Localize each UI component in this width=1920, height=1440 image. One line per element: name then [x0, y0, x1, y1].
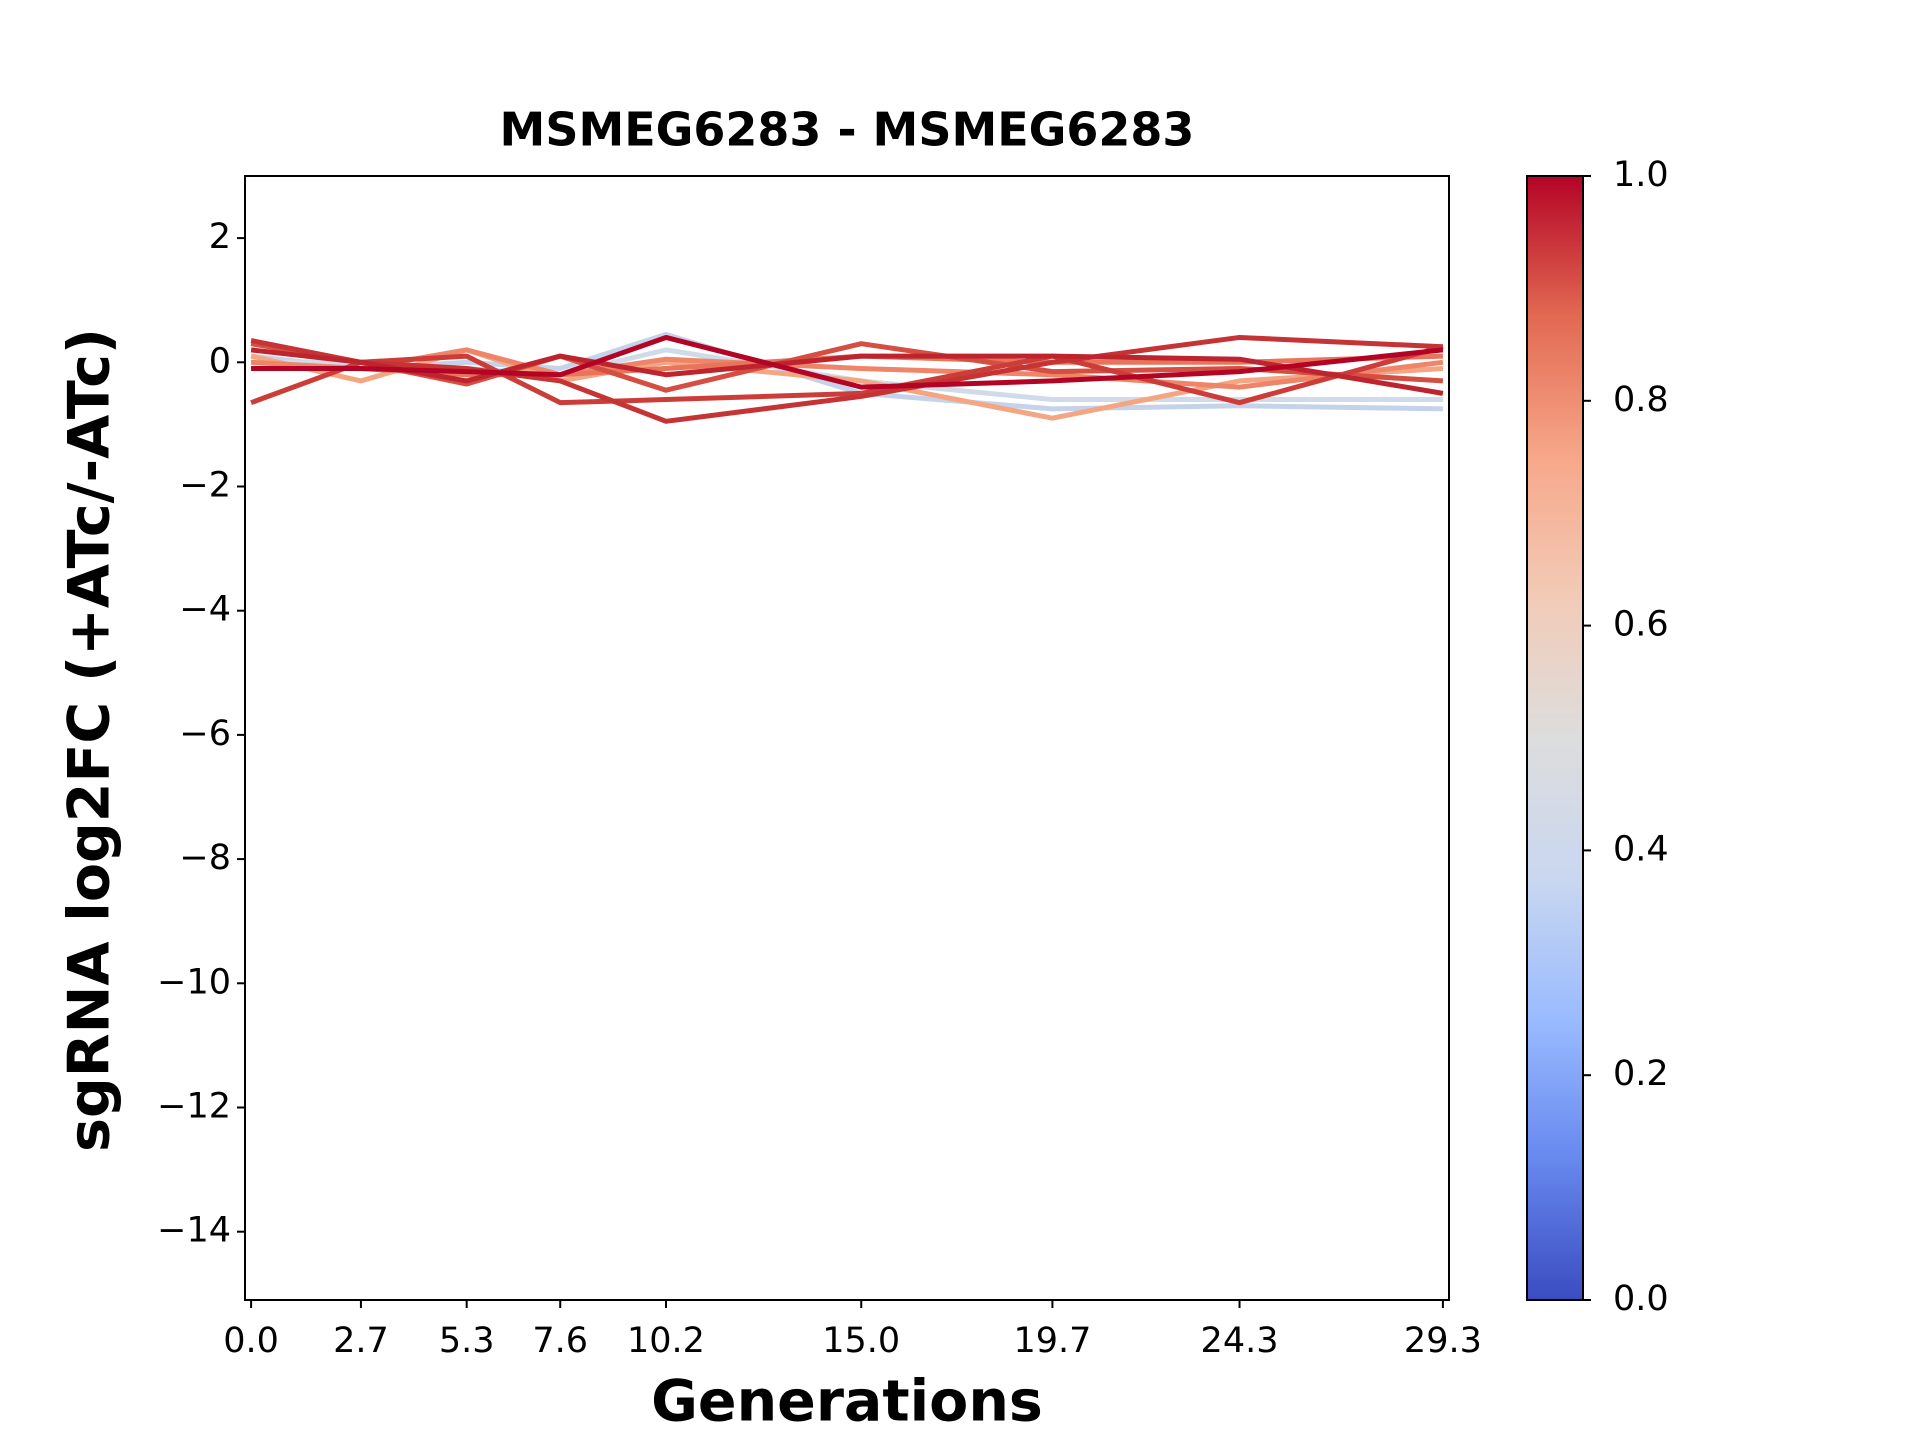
colorbar — [1526, 175, 1584, 1301]
x-tick-label: 29.3 — [1404, 1321, 1482, 1361]
colorbar-tick-label: 0.4 — [1613, 829, 1669, 869]
y-tick-label: −8 — [179, 838, 231, 878]
x-tick-label: 10.2 — [627, 1321, 705, 1361]
colorbar-tick-label: 0.8 — [1613, 380, 1669, 420]
colorbar-tick-label: 0.2 — [1613, 1054, 1669, 1094]
y-tick-label: −4 — [179, 590, 231, 630]
colorbar-tick-label: 0.6 — [1613, 605, 1669, 645]
x-tick-label: 0.0 — [223, 1321, 279, 1361]
colorbar-tick-label: 0.0 — [1613, 1279, 1669, 1319]
chart-title: MSMEG6283 - MSMEG6283 — [500, 103, 1195, 157]
x-tick-label: 19.7 — [1013, 1321, 1091, 1361]
colorbar-tick-label: 1.0 — [1613, 155, 1669, 195]
y-tick-label: −14 — [157, 1211, 231, 1251]
x-tick-label: 15.0 — [822, 1321, 900, 1361]
x-tick-label: 24.3 — [1201, 1321, 1279, 1361]
data-line — [250, 344, 1444, 406]
x-tick-label: 5.3 — [439, 1321, 495, 1361]
y-tick-label: −12 — [157, 1086, 231, 1126]
y-tick-label: −6 — [179, 714, 231, 754]
data-line — [250, 334, 1444, 424]
x-tick-label: 7.6 — [532, 1321, 588, 1361]
plot-frame — [244, 175, 1450, 1301]
y-tick-label: −10 — [157, 962, 231, 1002]
data-line — [251, 334, 1444, 390]
y-axis-label: sgRNA log2FC (+ATc/-ATc) — [57, 328, 123, 1152]
x-tick-label: 2.7 — [333, 1321, 389, 1361]
y-tick-label: 2 — [209, 217, 231, 257]
y-tick-label: 0 — [209, 341, 231, 381]
y-tick-label: −2 — [179, 465, 231, 505]
x-axis-label: Generations — [651, 1369, 1043, 1435]
